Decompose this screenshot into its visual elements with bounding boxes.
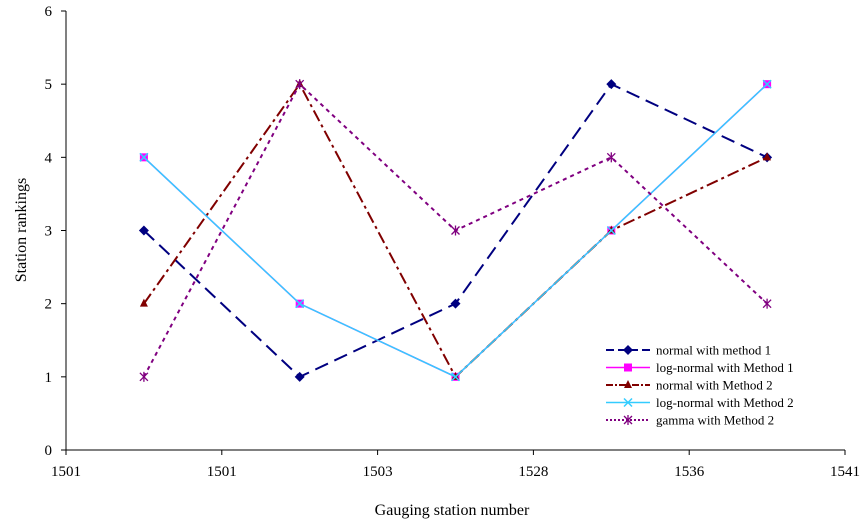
- y-tick-label: 3: [45, 224, 53, 240]
- legend-label: log-normal with Method 1: [656, 360, 794, 375]
- legend-item: normal with method 1: [606, 343, 771, 358]
- legend: normal with method 1 log-normal with Meth…: [606, 343, 794, 428]
- series-point: [294, 371, 305, 382]
- x-tick-label: 1536: [674, 464, 705, 480]
- y-tick-label: 6: [45, 4, 53, 20]
- series-point: [606, 79, 617, 90]
- x-tick-label: 1528: [518, 464, 548, 480]
- series-point-stroke: [762, 79, 772, 89]
- legend-label: log-normal with Method 2: [656, 395, 794, 410]
- y-axis-title: Station rankings: [13, 178, 30, 282]
- series-point: [139, 298, 148, 307]
- y-tick-label: 0: [45, 443, 53, 459]
- series-point: [451, 225, 460, 236]
- series-point: [450, 298, 461, 309]
- series-1: [138, 79, 773, 382]
- series-point: [295, 299, 305, 309]
- axes: 0 1 2 3 4 5 6 1501 1501 1503 1528 1536 1541: [45, 4, 860, 480]
- x-tick-label: 1501: [207, 464, 237, 480]
- series-4: [139, 79, 772, 382]
- series-point: [138, 225, 149, 236]
- legend-label: gamma with Method 2: [656, 413, 774, 428]
- y-tick-label: 1: [45, 370, 53, 386]
- series-point: [763, 152, 772, 161]
- series-layer: [138, 79, 773, 382]
- legend-swatch-marker-stroke: [623, 397, 633, 408]
- legend-swatch-marker: [623, 415, 633, 425]
- legend-swatch-marker: [623, 345, 633, 355]
- legend-label: normal with method 1: [656, 343, 771, 358]
- x-tick-label: 1501: [51, 464, 81, 480]
- y-tick-label: 2: [45, 297, 53, 313]
- series-5: [139, 79, 772, 382]
- series-point: [762, 298, 772, 309]
- x-tick-label: 1541: [830, 464, 860, 480]
- y-tick-label: 4: [45, 150, 53, 166]
- legend-swatch-marker: [624, 363, 632, 372]
- series-point: [139, 152, 149, 162]
- y-tick-label: 5: [45, 77, 53, 93]
- series-point: [450, 372, 461, 382]
- x-axis-title: Gauging station number: [375, 502, 530, 519]
- series-point-stroke: [139, 152, 149, 162]
- series-point: [606, 225, 616, 236]
- series-point: [139, 371, 149, 382]
- series-point-stroke: [295, 299, 305, 309]
- series-point: [606, 152, 616, 163]
- legend-label: normal with Method 2: [656, 378, 773, 393]
- legend-item: gamma with Method 2: [606, 413, 774, 428]
- legend-item: log-normal with Method 2: [606, 395, 794, 410]
- legend-item: log-normal with Method 1: [606, 360, 794, 375]
- legend-swatch-marker: [624, 380, 632, 388]
- series-point-stroke: [606, 225, 616, 236]
- series-point: [762, 79, 772, 89]
- series-point: [295, 79, 305, 90]
- series-point-stroke: [450, 372, 461, 382]
- legend-swatch-marker: [623, 397, 633, 408]
- legend-item: normal with Method 2: [606, 378, 773, 393]
- x-tick-label: 1503: [363, 464, 393, 480]
